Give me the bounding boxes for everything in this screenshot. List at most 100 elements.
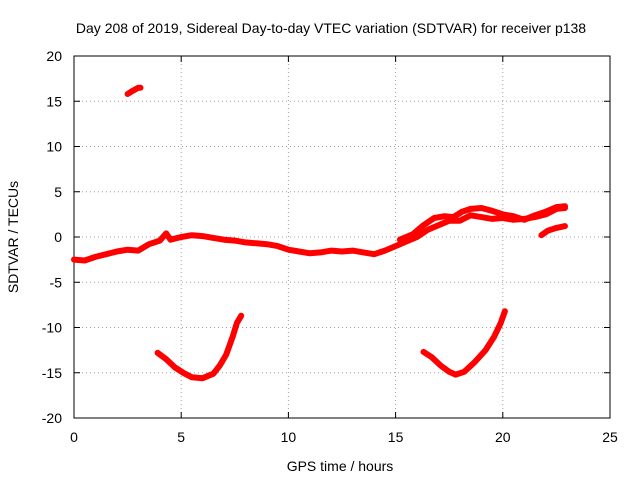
data-point: [468, 212, 474, 218]
x-tick-label: 5: [177, 429, 185, 445]
data-point: [253, 240, 259, 246]
data-point: [168, 237, 173, 243]
data-point: [421, 349, 426, 355]
data-point: [521, 217, 527, 223]
data-point: [553, 225, 559, 231]
x-tick-label: 25: [602, 429, 618, 445]
data-point: [500, 211, 506, 217]
data-point: [296, 249, 302, 254]
axis-ticks: 0 5 10 15 20 25 -20 -15 -10 -5 0 5 10 15 20: [42, 48, 618, 445]
data-point: [200, 375, 206, 381]
data-point: [532, 212, 538, 218]
data-point: [410, 231, 416, 237]
data-point: [129, 88, 135, 94]
y-tick-label: 20: [46, 48, 62, 64]
data-point: [189, 232, 195, 238]
data-point: [421, 222, 426, 228]
data-point: [502, 308, 508, 314]
series-trough-2: [420, 308, 508, 378]
data-point: [210, 235, 216, 241]
data-point: [543, 209, 549, 215]
data-point: [82, 258, 88, 263]
grid-lines: [74, 56, 610, 418]
data-point: [210, 371, 216, 377]
data-point: [114, 249, 120, 254]
data-point: [163, 356, 169, 362]
data-point: [553, 204, 559, 210]
data-point: [360, 249, 366, 255]
x-tick-label: 20: [495, 429, 511, 445]
data-point: [125, 247, 131, 253]
y-tick-label: -10: [42, 320, 62, 336]
y-tick-label: -5: [50, 274, 63, 290]
data-point: [431, 215, 437, 221]
data-point: [200, 233, 206, 239]
data-point: [180, 370, 186, 376]
x-axis-label: GPS time / hours: [287, 458, 394, 474]
data-point: [442, 213, 448, 219]
data-point: [155, 350, 161, 356]
data-point: [472, 359, 478, 365]
data-point: [232, 238, 238, 244]
x-tick-label: 0: [70, 429, 78, 445]
data-point: [339, 249, 345, 254]
data-point: [382, 248, 388, 254]
data-point: [285, 247, 291, 253]
data-point: [397, 237, 403, 243]
data-point: [238, 313, 244, 319]
data-point: [146, 241, 152, 247]
data-point: [545, 228, 551, 234]
data-point: [172, 364, 178, 370]
series-late-right: [538, 223, 568, 239]
y-tick-label: 0: [54, 229, 62, 245]
data-point: [451, 214, 456, 220]
data-point: [103, 251, 109, 257]
data-point: [307, 250, 313, 256]
data-point: [436, 222, 441, 228]
data-point: [189, 374, 195, 380]
data-point: [562, 223, 568, 229]
data-point: [489, 208, 495, 214]
data-point: [393, 243, 399, 249]
y-tick-label: 5: [54, 184, 62, 200]
data-point: [489, 216, 495, 222]
data-point: [318, 249, 324, 255]
data-point: [459, 209, 465, 215]
data-point: [446, 369, 452, 375]
data-point: [230, 334, 236, 340]
data-point: [414, 234, 420, 240]
data-point: [350, 248, 356, 254]
data-point: [498, 320, 504, 326]
data-point: [243, 239, 248, 245]
data-point: [92, 254, 98, 260]
data-point: [178, 234, 184, 240]
data-point: [438, 363, 444, 368]
y-axis-label: SDTVAR / TECUs: [5, 181, 21, 293]
data-point: [125, 91, 131, 97]
data-marks: [71, 84, 568, 382]
data-point: [221, 237, 227, 243]
data-point: [478, 205, 484, 211]
data-point: [264, 241, 270, 247]
data-point: [453, 372, 459, 378]
data-point: [511, 213, 516, 219]
data-point: [425, 227, 431, 233]
data-point: [483, 347, 489, 353]
data-point: [468, 206, 474, 212]
data-point: [217, 363, 223, 368]
x-tick-label: 15: [388, 429, 404, 445]
data-point: [157, 238, 163, 244]
y-tick-label: -15: [42, 365, 62, 381]
data-point: [429, 354, 435, 360]
data-point: [328, 248, 334, 254]
data-point: [478, 214, 484, 220]
data-point: [491, 334, 497, 340]
y-tick-label: 10: [46, 139, 62, 155]
data-point: [371, 251, 377, 257]
data-point: [138, 85, 143, 91]
data-point: [163, 230, 169, 236]
data-point: [275, 243, 281, 249]
x-tick-label: 10: [281, 429, 297, 445]
data-point: [223, 352, 229, 358]
